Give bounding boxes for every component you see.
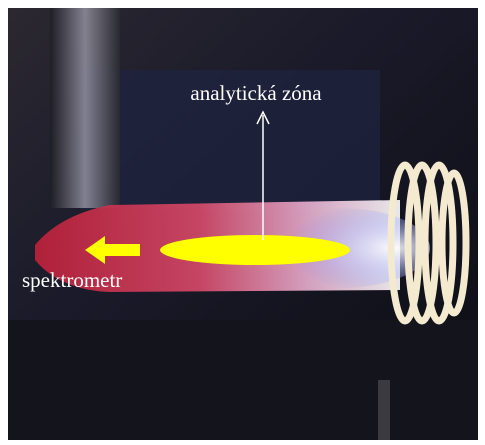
base — [8, 320, 478, 440]
spectrometer-label: spektrometr — [22, 268, 122, 292]
photo: analytická zóna spektrometr — [0, 0, 485, 445]
zone-ellipse — [160, 235, 350, 265]
post — [378, 380, 390, 440]
page: analytická zóna spektrometr (() => { con… — [0, 0, 485, 445]
zone-label: analytická zóna — [190, 81, 322, 105]
tube — [50, 8, 120, 208]
